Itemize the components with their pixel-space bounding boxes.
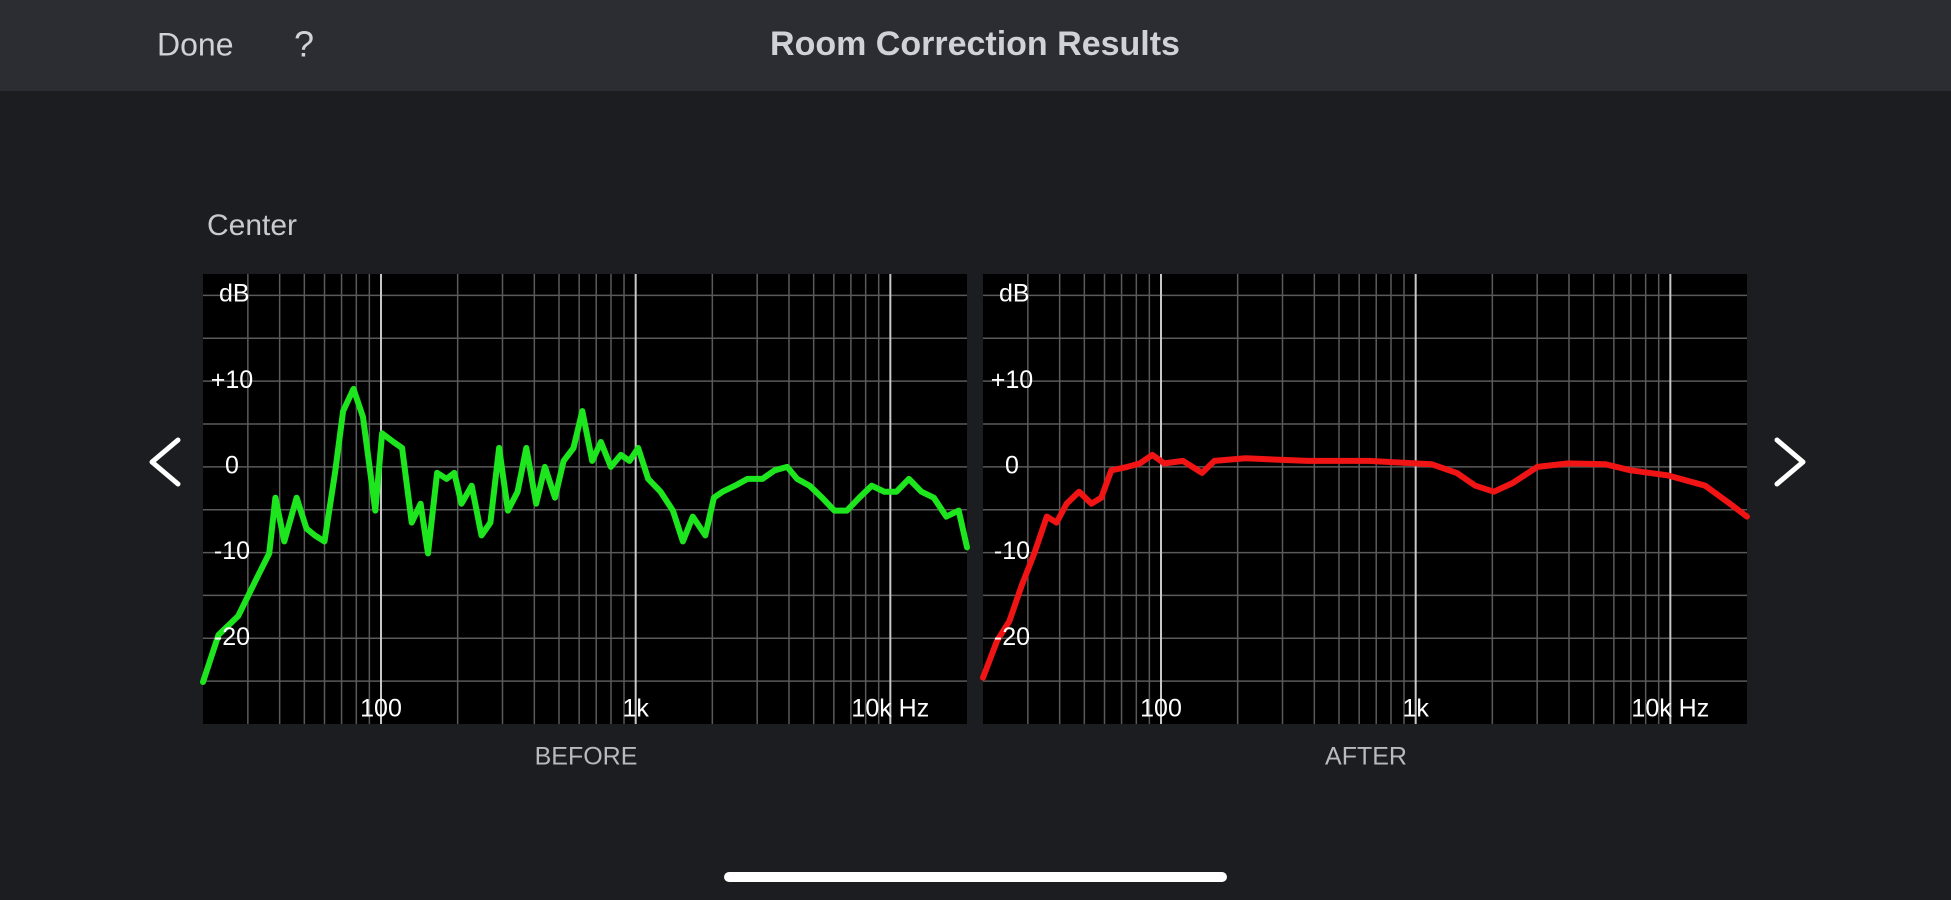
x-tick-label: 1k: [1402, 695, 1429, 723]
y-tick-label: +10: [211, 366, 253, 394]
done-button[interactable]: Done: [157, 26, 234, 62]
section-label: Center: [207, 209, 297, 242]
x-tick-label: 10k Hz: [851, 695, 929, 723]
y-axis-label: dB: [219, 280, 250, 308]
plot-area: [983, 274, 1747, 724]
prev-arrow[interactable]: [149, 437, 181, 487]
y-tick-label: -10: [214, 537, 250, 565]
x-tick-label: 1k: [622, 695, 649, 723]
home-indicator: [724, 872, 1227, 882]
response-line: [200, 385, 970, 685]
nav-title: Room Correction Results: [770, 25, 1180, 63]
nav-bar: [0, 0, 1951, 91]
x-tick-label: 100: [1140, 695, 1182, 723]
y-tick-label: +10: [991, 366, 1033, 394]
next-arrow[interactable]: [1774, 437, 1806, 487]
y-tick-label: -10: [994, 537, 1030, 565]
plot-area: [203, 274, 967, 724]
x-tick-label: 10k Hz: [1631, 695, 1709, 723]
chart-caption: AFTER: [1325, 743, 1407, 771]
response-line: [980, 451, 1750, 681]
y-tick-label: -20: [994, 623, 1030, 651]
y-axis-label: dB: [999, 280, 1030, 308]
y-tick-label: 0: [1005, 451, 1019, 479]
y-tick-label: -20: [214, 623, 250, 651]
x-tick-label: 100: [360, 695, 402, 723]
chart-caption: BEFORE: [535, 743, 638, 771]
y-tick-label: 0: [225, 451, 239, 479]
help-button[interactable]: ?: [294, 24, 314, 65]
